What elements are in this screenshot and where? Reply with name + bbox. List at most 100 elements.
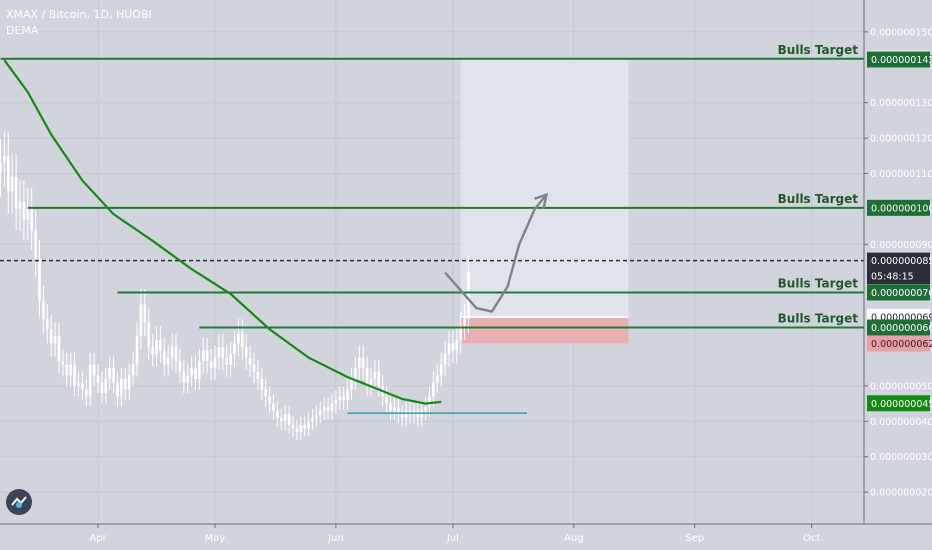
candle-body xyxy=(92,364,96,376)
candle-body xyxy=(174,346,178,362)
candle-body xyxy=(131,364,135,376)
candle-body xyxy=(424,407,427,411)
candle-body xyxy=(377,371,381,386)
candle-body xyxy=(354,368,357,379)
candle-body xyxy=(233,343,236,355)
dema-line xyxy=(3,59,442,405)
candle-body xyxy=(96,375,100,383)
price-label-box xyxy=(867,284,930,301)
candle-body xyxy=(217,346,221,358)
candle-body xyxy=(182,371,186,383)
candle-body xyxy=(104,378,108,393)
candle-body xyxy=(151,346,154,355)
candle-body xyxy=(108,368,111,379)
candle-body xyxy=(30,208,33,231)
candle-body xyxy=(194,368,197,379)
candle-body xyxy=(467,272,470,319)
candle-body xyxy=(330,403,334,411)
candle-body xyxy=(124,378,127,390)
candle-body xyxy=(170,346,174,358)
price-label: 0.0000000695 xyxy=(871,312,932,323)
candle-body xyxy=(88,364,92,397)
time-tick-label: Apr xyxy=(89,533,107,544)
candle-body xyxy=(135,336,139,365)
candle-body xyxy=(143,304,147,323)
candle-body xyxy=(256,371,260,379)
candle-body xyxy=(198,361,201,379)
chart-title: XMAX / Bitcoin, 1D, HUOBI xyxy=(6,8,152,21)
candle-body xyxy=(283,414,287,422)
candle-body xyxy=(264,389,267,397)
candle-body xyxy=(46,318,49,330)
candle-body xyxy=(61,361,65,365)
candle-body xyxy=(420,410,423,418)
candle-body xyxy=(18,201,22,209)
candle-body xyxy=(57,336,61,362)
candle-body xyxy=(166,357,170,365)
candle-body xyxy=(272,403,275,411)
price-label-box xyxy=(867,395,930,412)
indicator-label: DEMA xyxy=(6,24,39,37)
candle-body xyxy=(268,396,271,404)
candle-body xyxy=(252,364,256,372)
price-label: 0.0000000854 xyxy=(871,256,932,267)
candle-body xyxy=(428,396,431,408)
candle-body xyxy=(369,378,373,386)
candle-body xyxy=(260,378,264,390)
candle-body xyxy=(397,407,400,415)
candle-body xyxy=(385,396,388,404)
candle-body xyxy=(77,382,80,386)
candle-body xyxy=(463,318,466,326)
price-label-box xyxy=(867,51,930,68)
candle-body xyxy=(69,364,72,376)
price-label: 0.0000001003 xyxy=(871,203,932,214)
bulls-target-label: Bulls Target xyxy=(778,312,859,326)
candle-body xyxy=(248,357,252,365)
candle-body xyxy=(7,155,10,192)
candle-body xyxy=(326,407,330,411)
candle-body xyxy=(81,382,84,390)
candle-body xyxy=(358,357,361,369)
projection-arrowhead xyxy=(534,192,549,209)
price-label: 05:48:15 xyxy=(871,272,914,283)
candle-body xyxy=(432,382,435,397)
candle-body xyxy=(53,336,57,344)
price-label-box xyxy=(867,252,930,269)
time-tick-label: May xyxy=(205,533,226,544)
candle-body xyxy=(342,396,345,401)
candle-body xyxy=(116,382,119,397)
price-label-box xyxy=(867,199,930,216)
candle-body xyxy=(416,410,420,418)
candle-body xyxy=(439,364,443,376)
candle-body xyxy=(202,350,205,362)
price-label-box xyxy=(867,319,930,336)
candle-body xyxy=(319,410,322,415)
candle-body xyxy=(299,424,303,432)
candle-body xyxy=(404,410,408,418)
candle-body xyxy=(229,354,232,365)
candle-body xyxy=(139,304,143,337)
candle-body xyxy=(209,361,213,369)
bulls-target-label: Bulls Target xyxy=(778,192,859,206)
stop-zone xyxy=(460,316,629,344)
candle-body xyxy=(334,400,338,404)
candle-body xyxy=(291,424,295,429)
logo xyxy=(6,489,32,515)
candle-body xyxy=(373,371,377,379)
candle-body xyxy=(303,424,306,429)
candle-body xyxy=(159,339,162,351)
candle-body xyxy=(455,339,459,351)
candle-body xyxy=(322,407,326,411)
candle-body xyxy=(213,357,217,369)
price-label-box xyxy=(867,268,930,285)
candle-body xyxy=(147,322,150,347)
candle-body xyxy=(186,375,189,383)
price-label: 0.0000000665 xyxy=(871,323,932,334)
